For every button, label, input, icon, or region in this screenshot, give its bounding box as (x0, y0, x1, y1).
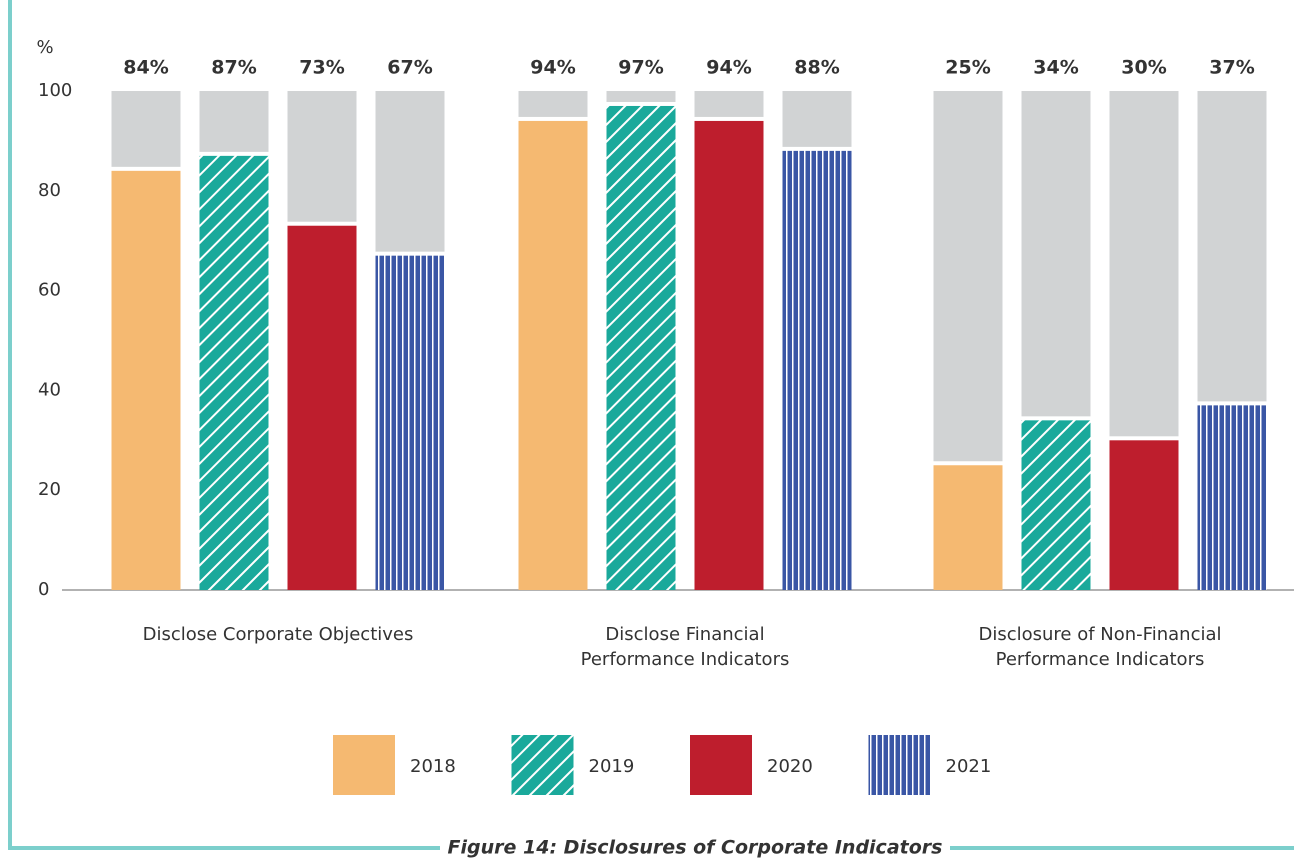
value-label: 94% (706, 57, 751, 79)
y-tick-label: 80 (38, 180, 61, 201)
x-tick-label-line: Performance Indicators (996, 649, 1205, 670)
value-label: 67% (387, 57, 432, 79)
value-label: 88% (794, 57, 839, 79)
legend-swatch (690, 735, 752, 795)
value-label: 25% (945, 57, 990, 79)
value-label: 73% (299, 57, 344, 79)
bar-remainder (1021, 91, 1091, 417)
bar-remainder (287, 91, 357, 222)
caption-bg (440, 836, 950, 859)
value-label: 84% (123, 57, 168, 79)
value-label: 34% (1033, 57, 1078, 79)
y-tick-label: 0 (38, 579, 49, 600)
legend-swatch (868, 735, 931, 795)
bar-remainder (606, 91, 676, 102)
bar (606, 105, 676, 590)
y-axis-label: % (36, 37, 53, 58)
bar-remainder (782, 91, 852, 147)
value-label: 97% (618, 57, 663, 79)
x-tick-label: Disclose Corporate Objectives (143, 624, 414, 645)
bar (694, 120, 764, 590)
legend-label: 2020 (767, 756, 813, 777)
value-label: 37% (1209, 57, 1254, 79)
x-tick-label-line: Disclose Corporate Objectives (143, 624, 414, 645)
x-tick-label-line: Disclosure of Non-Financial (978, 624, 1221, 645)
x-tick-label-line: Performance Indicators (581, 649, 790, 670)
bar-remainder (111, 91, 181, 167)
bar (199, 155, 269, 590)
bar-remainder (1197, 91, 1267, 402)
bar-remainder (1109, 91, 1179, 437)
y-tick-label: 100 (38, 80, 72, 101)
x-tick-label: Disclosure of Non-Financial Performance I… (978, 624, 1221, 670)
legend-swatch (333, 735, 395, 795)
bar-remainder (694, 91, 764, 117)
bar (1197, 405, 1267, 590)
legend-label: 2018 (410, 756, 456, 777)
value-label: 30% (1121, 57, 1166, 79)
bar (518, 120, 588, 590)
x-tick-label-line: Disclose Financial (605, 624, 764, 645)
bar (1021, 420, 1091, 590)
bar-remainder (375, 91, 445, 252)
bar-remainder (933, 91, 1003, 462)
legend-label: 2019 (589, 756, 635, 777)
bar-remainder (199, 91, 269, 152)
y-tick-label: 20 (38, 479, 61, 500)
legend-swatch (511, 735, 574, 795)
value-label: 87% (211, 57, 256, 79)
y-tick-label: 60 (38, 280, 61, 301)
bar (375, 255, 445, 591)
caption: Figure 14: Disclosures of Corporate Indi… (448, 837, 943, 859)
bar (111, 170, 181, 590)
bar (1109, 440, 1179, 590)
x-tick-label: Disclose Financial Performance Indicators (581, 624, 790, 670)
bar (287, 225, 357, 591)
legend-label: 2021 (946, 756, 992, 777)
value-label: 94% (530, 57, 575, 79)
y-tick-label: 40 (38, 379, 61, 400)
bar (782, 150, 852, 590)
bar (933, 465, 1003, 590)
bar-remainder (518, 91, 588, 117)
